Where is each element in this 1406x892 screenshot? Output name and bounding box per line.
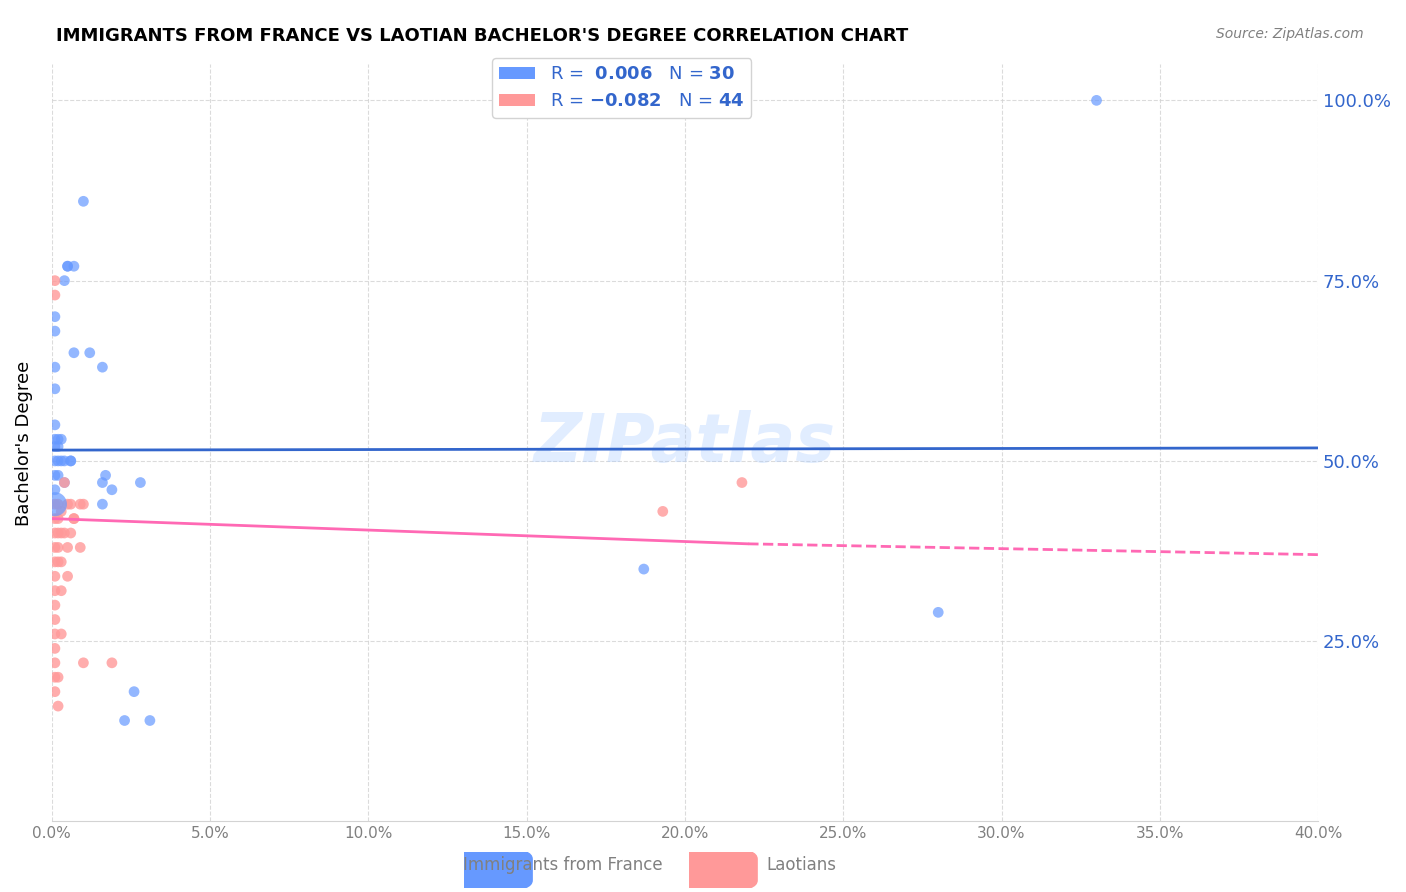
Point: [44, 569, 66, 583]
Point: [44, 468, 66, 483]
Point: [53, 454, 76, 468]
Point: [633, 562, 655, 576]
Point: [44, 555, 66, 569]
Point: [46, 526, 69, 541]
Point: [46, 432, 69, 446]
Point: [51, 555, 73, 569]
Point: [51, 583, 73, 598]
Point: [44, 274, 66, 288]
Point: [56, 541, 79, 555]
Point: [1085, 94, 1108, 108]
Point: [44, 583, 66, 598]
Point: [51, 627, 73, 641]
Point: [72, 656, 94, 670]
Text: Immigrants from France: Immigrants from France: [463, 856, 662, 874]
Legend: R =  $\bf{0.006}$   N = $\bf{30}$, R = $\bf{-0.082}$   N = $\bf{44}$: R = $\bf{0.006}$ N = $\bf{30}$, R = $\bf…: [492, 58, 751, 118]
Point: [44, 288, 66, 302]
Point: [44, 483, 66, 497]
Point: [101, 483, 124, 497]
Point: [51, 504, 73, 518]
Point: [46, 541, 69, 555]
Point: [114, 714, 136, 728]
Point: [46, 440, 69, 454]
Point: [44, 684, 66, 698]
Point: [72, 194, 94, 209]
Point: [927, 605, 949, 619]
Point: [731, 475, 754, 490]
Point: [56, 497, 79, 511]
Point: [59, 497, 82, 511]
Text: Laotians: Laotians: [766, 856, 837, 874]
Point: [139, 714, 162, 728]
Point: [51, 526, 73, 541]
Point: [59, 526, 82, 541]
Point: [44, 382, 66, 396]
Point: [46, 468, 69, 483]
Point: [53, 475, 76, 490]
Point: [44, 613, 66, 627]
Point: [46, 699, 69, 714]
Point: [59, 454, 82, 468]
Point: [46, 497, 69, 511]
Point: [46, 670, 69, 684]
Text: Source: ZipAtlas.com: Source: ZipAtlas.com: [1216, 27, 1364, 41]
Y-axis label: Bachelor's Degree: Bachelor's Degree: [15, 360, 32, 525]
Point: [651, 504, 673, 518]
Text: IMMIGRANTS FROM FRANCE VS LAOTIAN BACHELOR'S DEGREE CORRELATION CHART: IMMIGRANTS FROM FRANCE VS LAOTIAN BACHEL…: [56, 27, 908, 45]
Point: [91, 360, 114, 375]
Text: ZIPatlas: ZIPatlas: [534, 410, 837, 476]
Point: [91, 475, 114, 490]
Point: [44, 627, 66, 641]
Point: [53, 274, 76, 288]
Point: [51, 454, 73, 468]
Point: [56, 259, 79, 273]
Point: [53, 526, 76, 541]
Point: [44, 310, 66, 324]
Point: [122, 684, 145, 698]
Point: [63, 511, 86, 525]
Point: [44, 497, 66, 511]
Point: [44, 656, 66, 670]
Point: [44, 417, 66, 432]
Point: [44, 324, 66, 338]
Point: [46, 555, 69, 569]
Point: [44, 511, 66, 525]
Point: [44, 497, 66, 511]
Point: [59, 454, 82, 468]
Point: [44, 360, 66, 375]
Point: [46, 454, 69, 468]
Point: [69, 497, 91, 511]
Point: [69, 541, 91, 555]
Point: [63, 345, 86, 359]
Point: [44, 641, 66, 656]
Point: [94, 468, 117, 483]
Point: [44, 541, 66, 555]
Point: [46, 511, 69, 525]
FancyBboxPatch shape: [669, 848, 758, 891]
Point: [44, 454, 66, 468]
Point: [51, 432, 73, 446]
Point: [101, 656, 124, 670]
Point: [56, 569, 79, 583]
Point: [129, 475, 152, 490]
Point: [72, 497, 94, 511]
Point: [44, 440, 66, 454]
Point: [53, 475, 76, 490]
Point: [91, 497, 114, 511]
Point: [79, 345, 101, 359]
Point: [56, 259, 79, 273]
Point: [63, 259, 86, 273]
Point: [44, 598, 66, 612]
Point: [44, 670, 66, 684]
Point: [44, 526, 66, 541]
Point: [63, 511, 86, 525]
Point: [44, 432, 66, 446]
FancyBboxPatch shape: [444, 848, 533, 891]
